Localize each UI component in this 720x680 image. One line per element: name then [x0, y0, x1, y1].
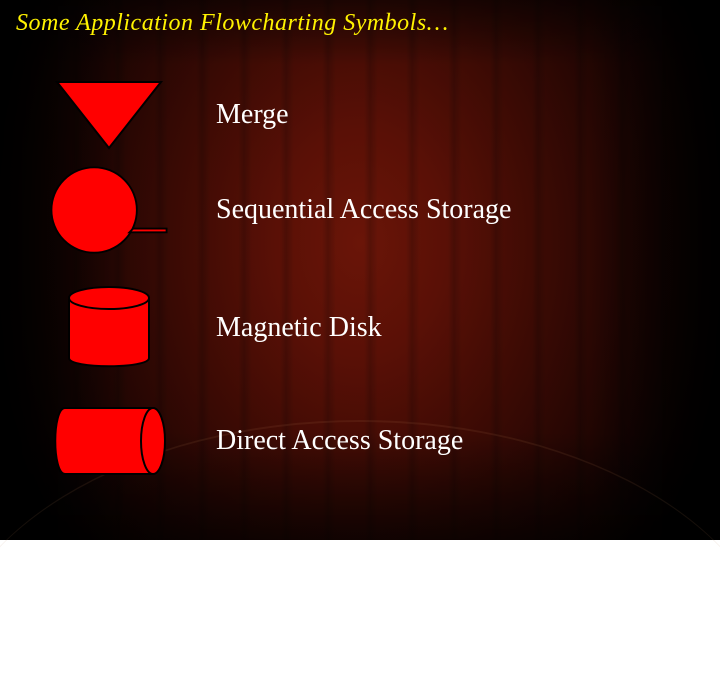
slide-title: Some Application Flowcharting Symbols…: [16, 10, 449, 37]
sequential-storage-symbol: [44, 160, 174, 260]
direct-access-label: Direct Access Storage: [216, 425, 463, 457]
merge-symbol: [44, 78, 174, 152]
symbol-row-direct-access: Direct Access Storage: [44, 400, 463, 482]
direct-access-symbol: [44, 400, 174, 482]
magnetic-disk-label: Magnetic Disk: [216, 312, 382, 344]
vertical-cylinder-icon: [59, 278, 159, 378]
horizontal-cylinder-icon: [45, 400, 173, 482]
symbol-row-merge: Merge: [44, 78, 289, 152]
sequential-label: Sequential Access Storage: [216, 194, 511, 226]
symbol-row-sequential: Sequential Access Storage: [44, 160, 511, 260]
tape-icon: [44, 160, 174, 260]
magnetic-disk-symbol: [44, 278, 174, 378]
inverted-triangle-icon: [53, 78, 165, 152]
slide-content: Some Application Flowcharting Symbols… M…: [0, 0, 720, 540]
merge-label: Merge: [216, 99, 289, 131]
symbol-row-magnetic-disk: Magnetic Disk: [44, 278, 382, 378]
